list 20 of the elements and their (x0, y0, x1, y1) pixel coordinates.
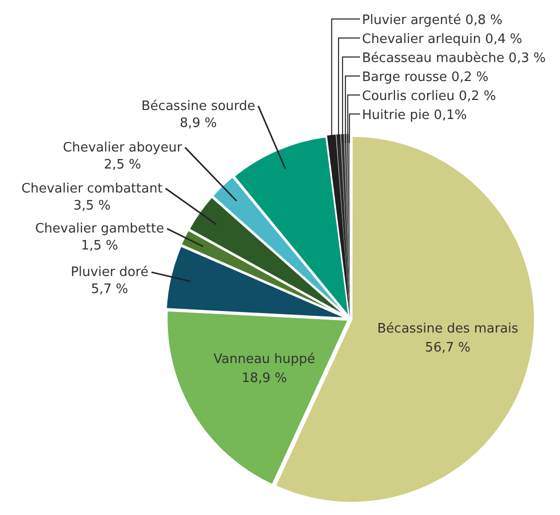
slice-label: Chevalier combattant (21, 181, 163, 196)
slice-label: Pluvier doré (70, 265, 148, 280)
slice-label: Chevalier gambette (35, 222, 164, 237)
slice-label: Chevalier aboyeur (62, 140, 183, 156)
slice-label: Pluvier argenté 0,8 % (362, 13, 502, 28)
slice-label: Chevalier arlequin 0,4 % (362, 32, 522, 47)
slice-label: Bécassine des marais (377, 321, 519, 336)
slice-label: Huitrie pie 0,1% (362, 108, 467, 123)
data-label: 1,5 % (80, 238, 118, 254)
data-label: 5,7 % (90, 282, 128, 298)
slice-label: Bécasseau maubèche 0,3 % (362, 51, 546, 66)
data-label: 8,9 % (180, 116, 217, 131)
data-label: 3,5 % (73, 198, 111, 214)
slice-label: Bécassine sourde (141, 98, 256, 114)
data-label: 2,5 % (104, 157, 142, 172)
slice-label: Courlis corlieu 0,2 % (362, 89, 496, 104)
slice-label: Vanneau huppé (214, 352, 316, 367)
data-label: 56,7 % (425, 340, 470, 356)
slice-label: Barge rousse 0,2 % (362, 70, 488, 85)
data-label: 18,9 % (242, 370, 288, 386)
